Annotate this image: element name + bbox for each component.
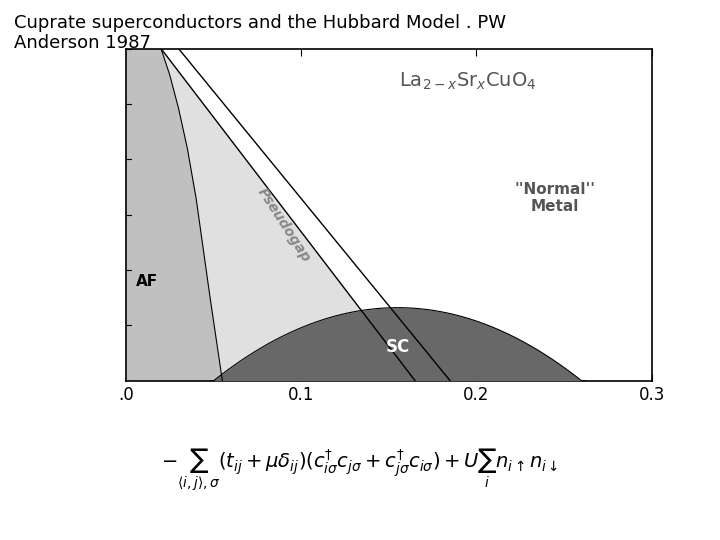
- Text: Cuprate superconductors and the Hubbard Model . PW
Anderson 1987: Cuprate superconductors and the Hubbard …: [14, 14, 506, 52]
- Text: $\mathrm{La}_{2-x}\mathrm{Sr}_{x}\mathrm{CuO}_{4}$: $\mathrm{La}_{2-x}\mathrm{Sr}_{x}\mathrm…: [399, 71, 536, 92]
- Text: Pseudogap: Pseudogap: [254, 185, 313, 265]
- Text: $-\sum_{\langle i,j\rangle,\sigma}(t_{ij}+\mu\delta_{ij})(c^{\dagger}_{i\sigma}c: $-\sum_{\langle i,j\rangle,\sigma}(t_{ij…: [161, 447, 559, 493]
- Text: SC: SC: [385, 339, 410, 356]
- Text: AF: AF: [136, 274, 158, 288]
- Polygon shape: [126, 49, 222, 381]
- Text: ''Normal''
Metal: ''Normal'' Metal: [515, 182, 595, 214]
